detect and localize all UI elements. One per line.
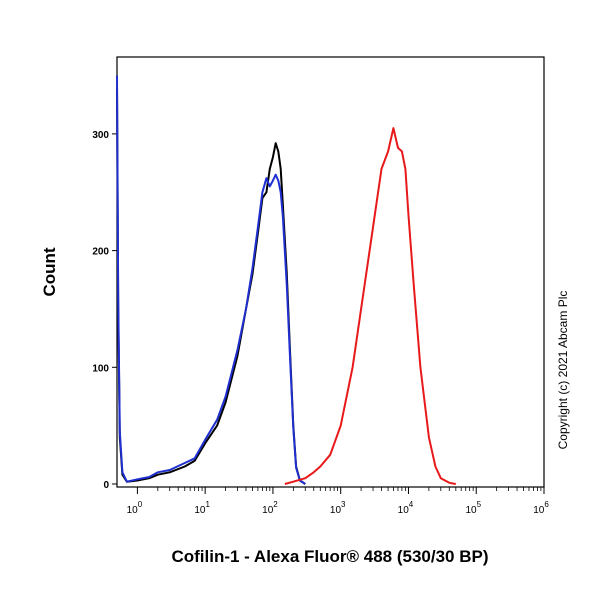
x-tick-label: 104 [398, 500, 414, 516]
x-tick-exponent: 6 [544, 500, 549, 509]
x-tick-exponent: 3 [341, 500, 346, 509]
x-tick-base: 10 [533, 505, 545, 516]
x-tick-base: 10 [194, 505, 206, 516]
y-axis-label: Count [40, 247, 59, 296]
x-tick-exponent: 5 [477, 500, 482, 509]
x-tick-exponent: 1 [206, 500, 211, 509]
x-tick-label: 102 [262, 500, 278, 516]
histogram-series-2 [284, 127, 456, 485]
histogram-series-0 [116, 87, 306, 485]
plot-frame [116, 56, 545, 488]
y-tick-label: 100 [92, 363, 109, 374]
y-tick-label: 300 [92, 130, 109, 141]
x-tick-exponent: 2 [273, 500, 278, 509]
x-tick-base: 10 [330, 505, 342, 516]
y-tick-label: 0 [103, 480, 109, 491]
x-tick-exponent: 0 [138, 500, 143, 509]
x-tick-label: 103 [330, 500, 346, 516]
x-tick-label: 101 [194, 500, 210, 516]
x-tick-label: 100 [127, 500, 143, 516]
histogram-series-1 [116, 75, 306, 485]
x-tick-base: 10 [262, 505, 274, 516]
x-tick-label: 106 [533, 500, 549, 516]
x-tick-base: 10 [465, 505, 477, 516]
series-layer [116, 75, 456, 485]
x-tick-exponent: 4 [409, 500, 414, 509]
x-tick-base: 10 [127, 505, 139, 516]
y-axis-ticks: 0 100 200 300 [92, 130, 117, 491]
y-tick-label: 200 [92, 247, 109, 258]
x-tick-label: 105 [465, 500, 481, 516]
x-tick-base: 10 [398, 505, 410, 516]
x-axis-label: Cofilin-1 - Alexa Fluor® 488 (530/30 BP) [171, 547, 488, 566]
copyright-text: Copyright (c) 2021 Abcam Plc [556, 291, 570, 450]
